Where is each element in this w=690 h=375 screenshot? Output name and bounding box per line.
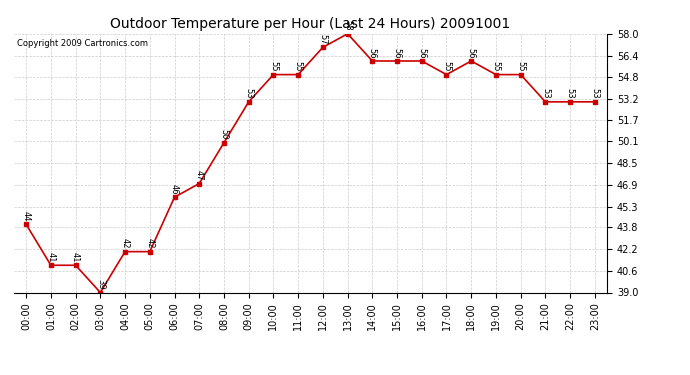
Text: 55: 55 [294, 62, 303, 72]
Text: 47: 47 [195, 170, 204, 181]
Text: 42: 42 [121, 238, 130, 249]
Text: 55: 55 [516, 62, 525, 72]
Text: 39: 39 [96, 279, 105, 290]
Text: 56: 56 [466, 48, 475, 58]
Text: 56: 56 [368, 48, 377, 58]
Text: 57: 57 [318, 34, 327, 45]
Text: 56: 56 [393, 48, 402, 58]
Text: 53: 53 [591, 88, 600, 99]
Text: 41: 41 [71, 252, 80, 262]
Title: Outdoor Temperature per Hour (Last 24 Hours) 20091001: Outdoor Temperature per Hour (Last 24 Ho… [110, 17, 511, 31]
Text: 42: 42 [146, 238, 155, 249]
Text: 50: 50 [219, 129, 228, 140]
Text: 55: 55 [269, 62, 278, 72]
Text: 44: 44 [21, 211, 30, 222]
Text: 53: 53 [566, 88, 575, 99]
Text: Copyright 2009 Cartronics.com: Copyright 2009 Cartronics.com [17, 39, 148, 48]
Text: 46: 46 [170, 184, 179, 194]
Text: 56: 56 [417, 48, 426, 58]
Text: 58: 58 [343, 20, 352, 31]
Text: 53: 53 [541, 88, 550, 99]
Text: 41: 41 [46, 252, 55, 262]
Text: 55: 55 [442, 62, 451, 72]
Text: 55: 55 [491, 62, 500, 72]
Text: 53: 53 [244, 88, 253, 99]
